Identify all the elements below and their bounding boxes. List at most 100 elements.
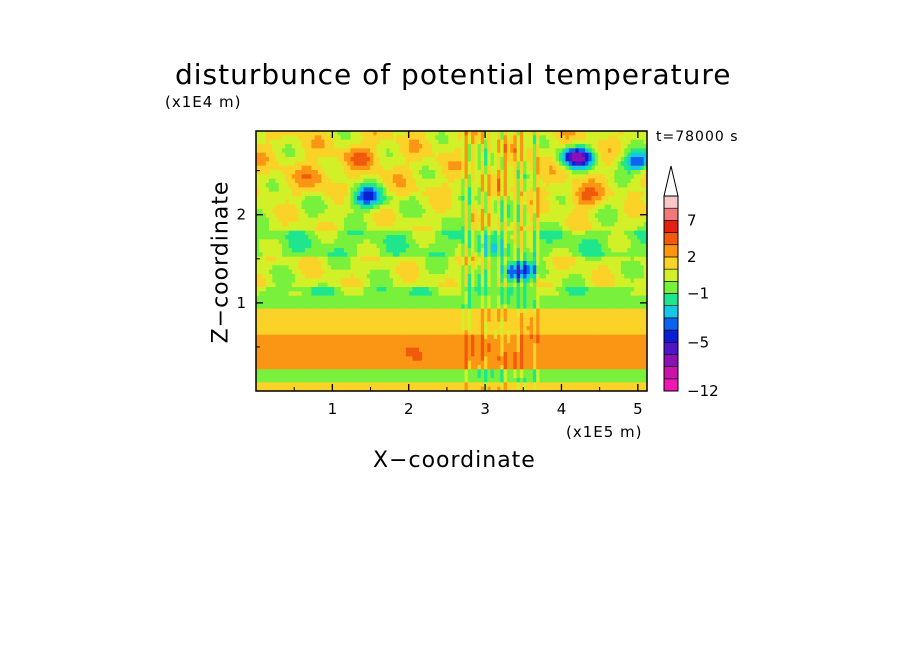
contour-cell: [298, 326, 303, 331]
contour-cell: [350, 135, 355, 141]
contour-cell: [298, 352, 303, 357]
contour-cell: [295, 369, 299, 375]
contour-cell: [477, 200, 482, 206]
contour-cell: [304, 261, 309, 266]
contour-cell: [360, 378, 365, 383]
contour-cell: [510, 326, 515, 331]
contour-cell: [282, 239, 286, 245]
contour-cell: [321, 217, 326, 223]
contour-cell: [360, 196, 365, 201]
contour-cell: [500, 196, 505, 201]
contour-cell: [464, 278, 469, 284]
contour-cell: [444, 334, 449, 340]
contour-cell: [334, 243, 339, 249]
contour-cell: [526, 191, 531, 197]
contour-cell: [435, 152, 440, 158]
contour-cell: [415, 131, 420, 136]
contour-cell: [327, 339, 332, 344]
contour-cell: [373, 131, 378, 136]
contour-cell: [269, 222, 273, 227]
contour-cell: [256, 291, 260, 297]
contour-cell: [373, 308, 378, 314]
contour-cell: [428, 248, 433, 253]
contour-cell: [425, 282, 430, 288]
contour-cell: [386, 152, 391, 158]
contour-cell: [353, 321, 358, 327]
contour-cell: [357, 300, 361, 305]
contour-cell: [259, 209, 264, 214]
contour-cell: [448, 261, 453, 266]
contour-cell: [474, 343, 479, 349]
contour-cell: [360, 265, 365, 271]
contour-cell: [516, 157, 521, 162]
contour-cell: [438, 339, 443, 344]
contour-cell: [330, 373, 335, 379]
contour-cell: [379, 187, 384, 193]
contour-cell: [493, 144, 498, 149]
contour-cell: [412, 165, 417, 171]
contour-cell: [298, 274, 303, 279]
contour-cell: [464, 352, 469, 357]
contour-cell: [324, 339, 329, 344]
contour-cell: [477, 321, 482, 327]
contour-cell: [500, 373, 505, 379]
contour-cell: [373, 313, 378, 318]
contour-cell: [431, 334, 436, 340]
contour-cell: [425, 343, 430, 349]
contour-cell: [493, 170, 498, 175]
contour-cell: [418, 343, 423, 349]
contour-cell: [454, 326, 459, 331]
contour-cell: [386, 226, 391, 232]
contour-cell: [308, 165, 312, 171]
contour-cell: [451, 313, 456, 318]
contour-cell: [353, 135, 358, 141]
contour-cell: [370, 378, 374, 383]
contour-cell: [412, 187, 417, 193]
contour-cell: [259, 347, 264, 353]
contour-cell: [412, 291, 417, 297]
contour-cell: [363, 161, 368, 167]
contour-cell: [363, 148, 368, 154]
contour-cell: [484, 235, 488, 240]
contour-cell: [480, 382, 485, 388]
contour-cell: [448, 174, 453, 180]
contour-cell: [282, 152, 286, 158]
contour-cell: [448, 360, 453, 366]
contour-cell: [259, 386, 264, 392]
contour-cell: [259, 291, 264, 297]
contour-cell: [343, 382, 348, 388]
contour-cell: [431, 139, 436, 145]
contour-cell: [288, 217, 293, 223]
contour-cell: [516, 373, 521, 379]
contour-cell: [379, 295, 384, 301]
contour-cell: [301, 209, 306, 214]
contour-cell: [428, 317, 433, 323]
contour-cell: [308, 334, 312, 340]
contour-cell: [360, 204, 365, 210]
contour-cell: [324, 317, 329, 323]
contour-cell: [295, 139, 299, 145]
contour-cell: [516, 352, 521, 357]
contour-cell: [477, 282, 482, 288]
contour-cell: [350, 183, 355, 188]
contour-cell: [363, 339, 368, 344]
contour-cell: [503, 356, 508, 362]
contour-cell: [386, 386, 391, 392]
contour-cell: [275, 256, 280, 262]
contour-cell: [448, 222, 453, 227]
contour-cell: [275, 213, 280, 219]
contour-cell: [259, 295, 264, 301]
contour-cell: [386, 339, 391, 344]
contour-cell: [441, 174, 446, 180]
contour-cell: [308, 313, 312, 318]
contour-cell: [477, 183, 482, 188]
contour-cell: [438, 165, 443, 171]
contour-cell: [256, 170, 260, 175]
contour-cell: [334, 174, 339, 180]
contour-cell: [425, 243, 430, 249]
contour-cell: [357, 217, 361, 223]
contour-cell: [265, 356, 270, 362]
contour-cell: [389, 204, 394, 210]
contour-cell: [379, 360, 384, 366]
contour-cell: [370, 269, 374, 275]
